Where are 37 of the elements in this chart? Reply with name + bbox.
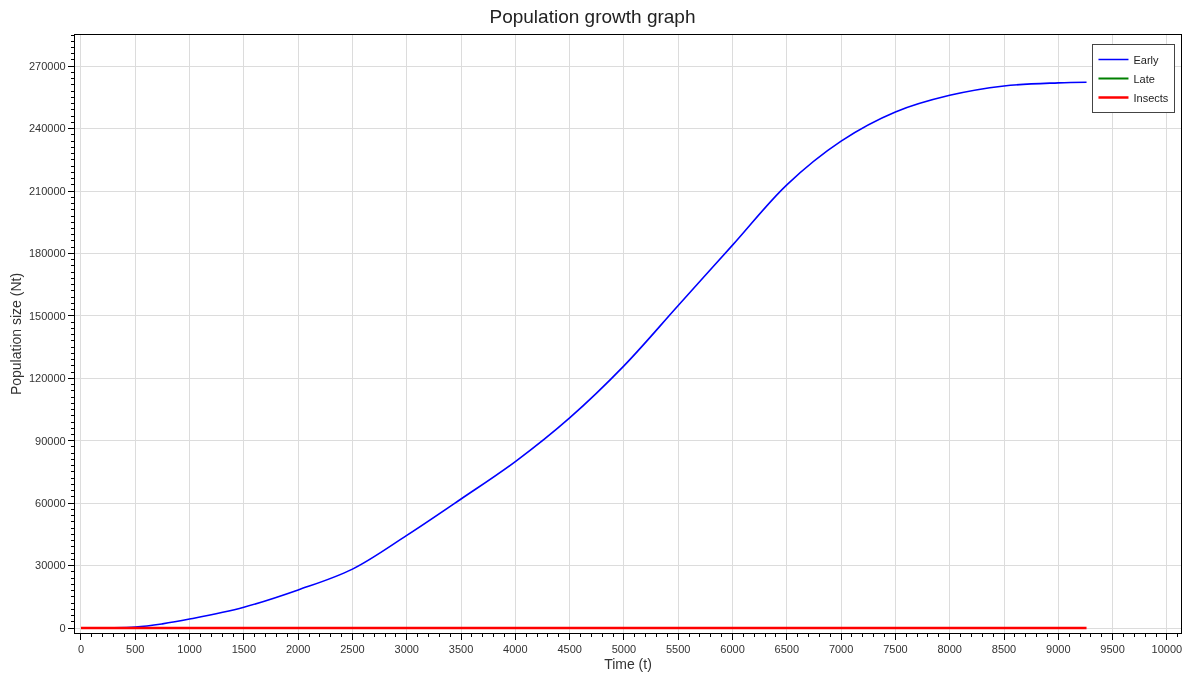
x-tick-label: 7000 — [828, 643, 854, 656]
x-tick-label: 10000 — [1151, 643, 1183, 656]
x-tick-label: 3000 — [394, 643, 419, 656]
x-tick-label: 6000 — [720, 643, 745, 656]
y-tick-label: 210000 — [28, 184, 66, 197]
x-tick-label: 2000 — [285, 643, 311, 656]
x-tick-label: 9000 — [1046, 643, 1071, 656]
y-tick-label: 150000 — [28, 309, 66, 322]
x-tick-label: 500 — [126, 643, 145, 656]
y-tick-label: 30000 — [35, 559, 66, 572]
x-tick-label: 8500 — [991, 643, 1017, 656]
y-tick-label: 270000 — [28, 60, 66, 73]
x-tick-label: 3500 — [448, 643, 474, 656]
x-tick-label: 7500 — [883, 643, 908, 656]
legend-label: Insects — [1133, 91, 1169, 104]
chart-title: Population growth graph — [489, 6, 696, 28]
y-tick-label: 60000 — [35, 497, 66, 510]
x-tick-label: 9500 — [1100, 643, 1125, 656]
y-tick-label: 90000 — [35, 434, 66, 447]
x-tick-label: 2500 — [340, 643, 365, 656]
x-tick-label: 8000 — [937, 643, 962, 656]
x-axis-title: Time (t) — [604, 655, 652, 672]
y-tick-label: 0 — [59, 621, 66, 634]
y-tick-label: 240000 — [28, 122, 66, 135]
x-tick-label: 1500 — [231, 643, 257, 656]
x-tick-label: 1000 — [177, 643, 202, 656]
y-tick-label: 180000 — [28, 247, 66, 260]
x-tick-label: 0 — [77, 643, 85, 656]
legend-label: Late — [1133, 72, 1155, 85]
x-tick-label: 4500 — [557, 643, 582, 656]
x-tick-label: 6500 — [774, 643, 800, 656]
x-tick-label: 5000 — [611, 643, 637, 656]
x-tick-label: 5500 — [665, 643, 691, 656]
y-tick-label: 120000 — [28, 372, 66, 385]
legend-label: Early — [1133, 53, 1160, 66]
y-axis-title: Population size (Nt) — [7, 272, 24, 396]
x-tick-label: 4000 — [503, 643, 528, 656]
